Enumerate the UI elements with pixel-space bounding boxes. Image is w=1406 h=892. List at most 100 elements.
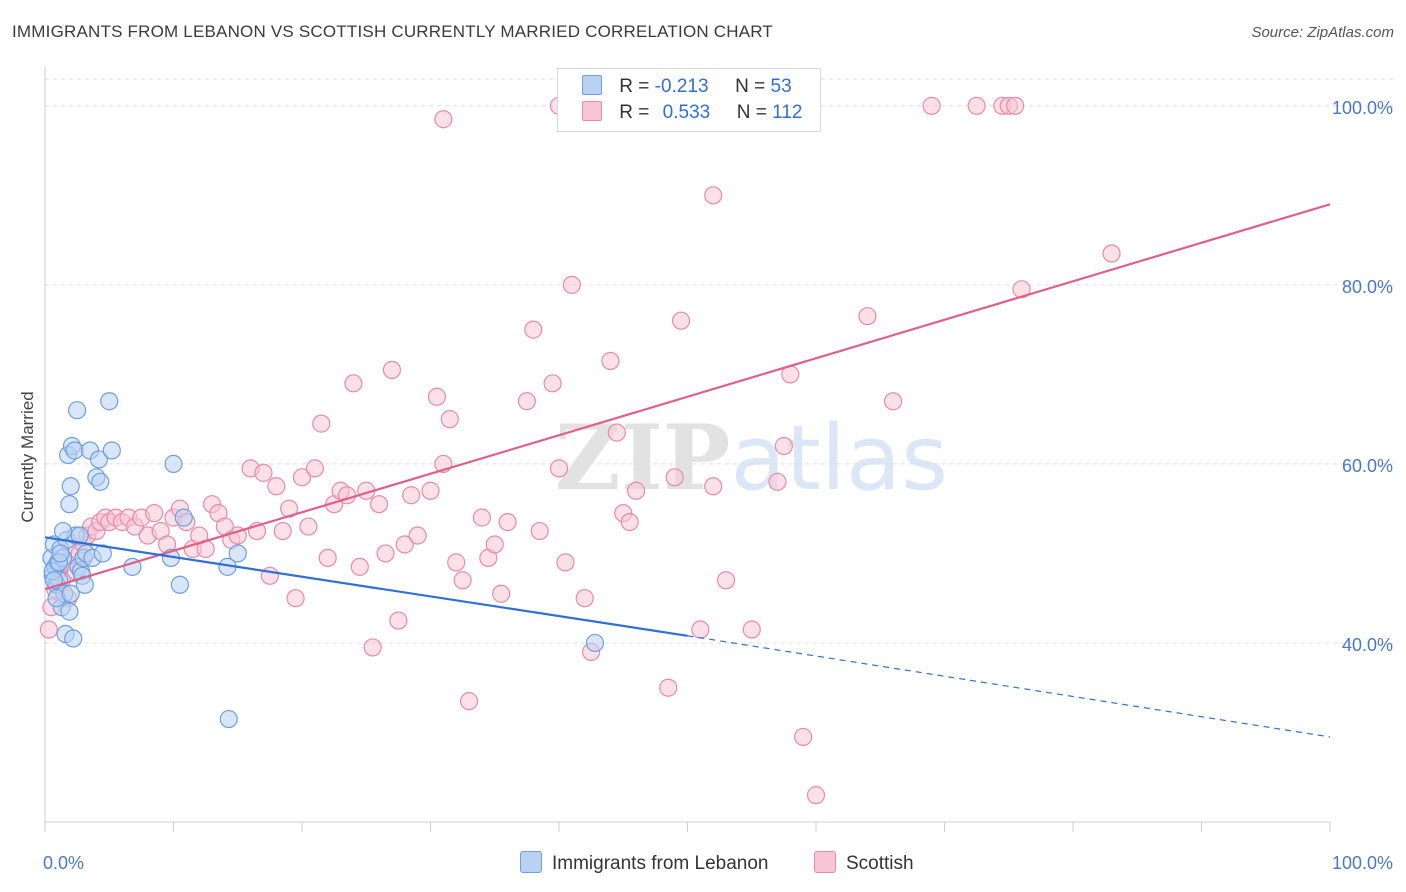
- scottish-point: [312, 414, 331, 433]
- scottish-point: [434, 110, 453, 129]
- lebanon-trend-extension: [687, 635, 1331, 738]
- series-swatch-scottish: [814, 851, 836, 873]
- lebanon-point: [91, 472, 110, 491]
- lebanon-point: [170, 575, 190, 594]
- lebanon-point: [68, 401, 87, 420]
- legend-swatch-lebanon: [582, 75, 602, 95]
- chart-title: IMMIGRANTS FROM LEBANON VS SCOTTISH CURR…: [12, 22, 774, 41]
- y-tick-label: 40.0%: [1342, 635, 1393, 655]
- series-label-scottish: Scottish: [846, 853, 914, 874]
- scottish-point: [671, 311, 691, 330]
- scottish-point: [883, 392, 903, 411]
- scottish-point: [402, 486, 421, 505]
- legend-r-label: R =: [619, 102, 650, 123]
- series-legend-scottish: Scottish: [814, 851, 914, 875]
- scottish-point: [620, 512, 639, 532]
- tick-labels: 40.0% 60.0% 80.0% 100.0% 0.0% 100.0%: [43, 98, 1393, 873]
- legend-r-value: -0.213: [654, 76, 709, 97]
- scottish-point: [273, 521, 292, 541]
- scottish-point: [318, 548, 337, 568]
- scottish-point: [517, 392, 536, 411]
- scottish-point: [575, 589, 594, 608]
- scottish-point: [485, 535, 504, 554]
- scottish-point: [145, 504, 164, 523]
- lebanon-point: [164, 454, 183, 474]
- scottish-point: [286, 589, 305, 608]
- scottish-point: [556, 553, 575, 572]
- scottish-point: [408, 526, 427, 545]
- scottish-point: [794, 727, 813, 747]
- series-label-lebanon: Immigrants from Lebanon: [552, 853, 769, 874]
- series-legend-lebanon: Immigrants from Lebanon: [520, 851, 769, 875]
- scottish-point: [299, 517, 318, 536]
- grid-lines: [45, 78, 1394, 644]
- scottish-point: [607, 423, 626, 442]
- scottish-point: [472, 508, 491, 527]
- lebanon-point: [53, 521, 73, 541]
- legend-row-scottish: R = 0.533 N = 112: [582, 101, 802, 127]
- scottish-point: [626, 481, 646, 500]
- scottish-point: [1012, 280, 1031, 299]
- lebanon-point: [60, 602, 79, 621]
- correlation-legend: R = -0.213 N = 53 R = 0.533 N = 112: [557, 68, 821, 132]
- legend-n-value: 53: [770, 76, 792, 97]
- lebanon-point: [219, 709, 238, 729]
- scottish-point: [742, 620, 761, 639]
- scottish-point: [267, 477, 286, 496]
- scottish-points: [39, 96, 1121, 805]
- legend-n-label: N =: [735, 76, 766, 97]
- scottish-point: [562, 275, 581, 294]
- legend-n-value: 112: [772, 102, 803, 123]
- scottish-point: [768, 472, 787, 491]
- lebanon-point: [228, 544, 247, 563]
- scottish-point: [376, 544, 395, 563]
- source-label: Source: ZipAtlas.com: [1251, 24, 1394, 41]
- scottish-point: [350, 557, 369, 576]
- scottish-point: [704, 477, 723, 496]
- x-tick-label: 0.0%: [43, 853, 84, 873]
- lebanon-point: [174, 508, 193, 527]
- lebanon-point: [585, 633, 605, 653]
- y-tick-label: 60.0%: [1342, 456, 1393, 476]
- scottish-point: [363, 638, 382, 657]
- legend-r-value: 0.533: [662, 102, 711, 123]
- scottish-point: [530, 521, 549, 541]
- scottish-point: [427, 387, 447, 406]
- scottish-point: [858, 307, 877, 326]
- lebanon-point: [64, 629, 83, 648]
- scottish-point: [382, 360, 402, 380]
- scottish-point: [691, 620, 710, 639]
- legend-n-label: N =: [736, 102, 767, 123]
- scottish-point: [498, 512, 517, 532]
- lebanon-point: [61, 477, 80, 496]
- scottish-point: [524, 320, 543, 339]
- lebanon-point: [70, 526, 89, 545]
- legend-row-lebanon: R = -0.213 N = 53: [582, 75, 792, 101]
- scottish-point: [421, 481, 440, 500]
- scottish-point: [704, 186, 723, 205]
- y-tick-label: 80.0%: [1342, 277, 1393, 297]
- lebanon-point: [61, 584, 80, 603]
- scottish-point: [292, 468, 312, 487]
- scottish-point: [39, 620, 58, 639]
- scottish-point: [665, 468, 684, 487]
- trend-lines: [44, 203, 1331, 738]
- scottish-point: [344, 374, 363, 393]
- scottish-point: [1102, 244, 1121, 263]
- scottish-point: [453, 571, 472, 590]
- scottish-point: [716, 571, 736, 590]
- lebanon-point: [93, 544, 112, 563]
- scottish-point: [459, 692, 479, 711]
- y-tick-label: 100.0%: [1332, 98, 1393, 118]
- lebanon-trend-line: [44, 536, 688, 637]
- lebanon-point: [100, 392, 119, 411]
- axes: [44, 66, 1331, 832]
- scottish-point: [389, 611, 408, 630]
- scottish-point: [659, 678, 678, 697]
- scottish-point: [967, 96, 986, 115]
- legend-r-label: R =: [619, 76, 650, 97]
- scottish-point: [774, 436, 793, 456]
- scottish-point: [601, 351, 620, 371]
- lebanon-point: [102, 441, 121, 460]
